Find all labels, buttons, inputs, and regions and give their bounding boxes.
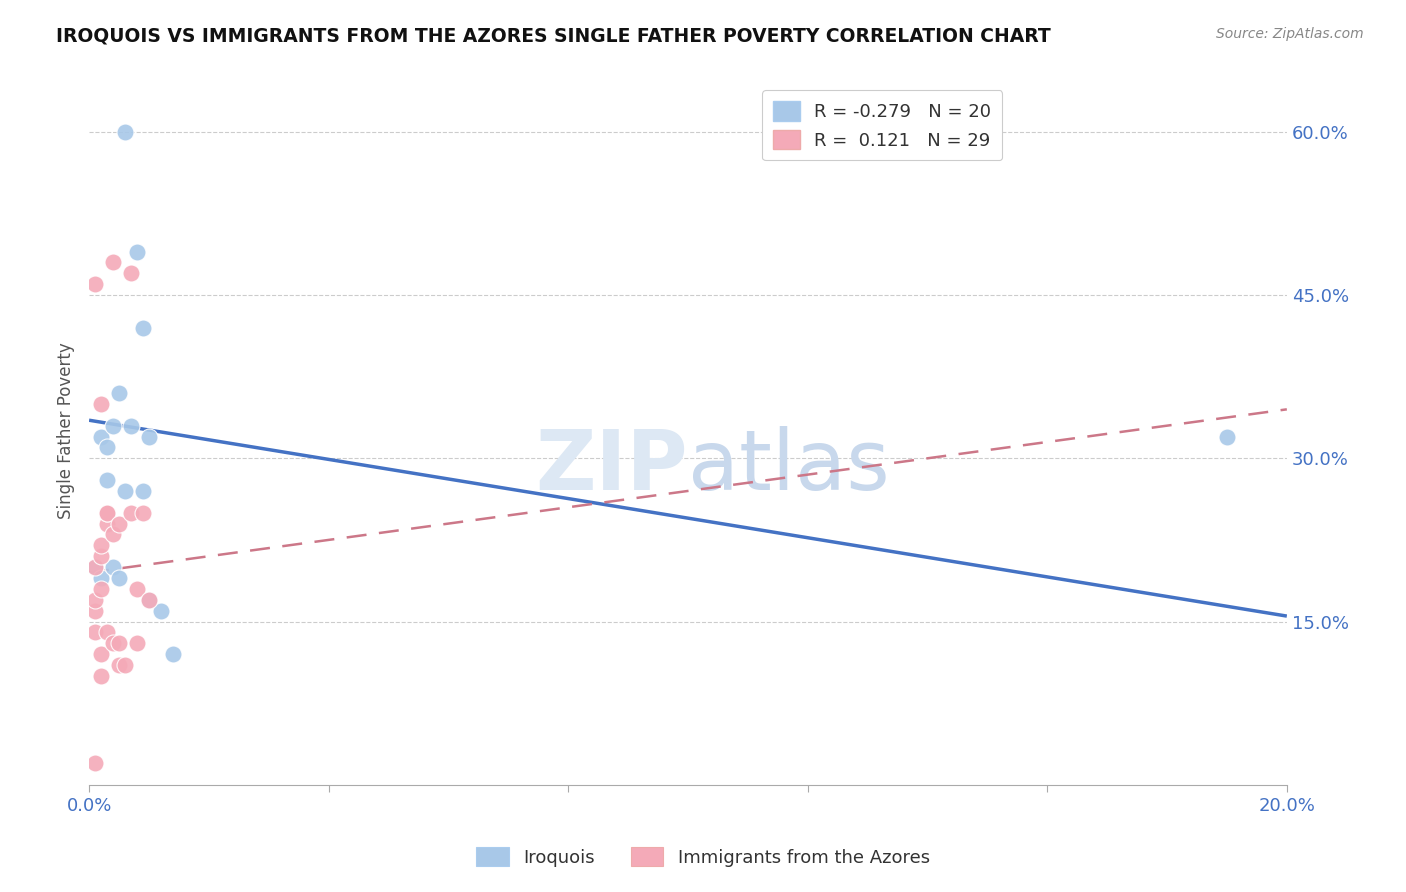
Point (96, 516, 118, 531)
Point (90, 397, 112, 411)
Point (96, 506, 118, 520)
Point (101, 527, 124, 541)
Text: IROQUOIS VS IMMIGRANTS FROM THE AZORES SINGLE FATHER POVERTY CORRELATION CHART: IROQUOIS VS IMMIGRANTS FROM THE AZORES S… (56, 27, 1052, 45)
Point (149, 604, 172, 618)
Point (120, 266, 142, 280)
Point (101, 560, 124, 574)
Point (84, 592, 107, 607)
Y-axis label: Single Father Poverty: Single Father Poverty (58, 343, 75, 519)
Point (138, 429, 160, 443)
Legend: Iroquois, Immigrants from the Azores: Iroquois, Immigrants from the Azores (470, 840, 936, 874)
Point (132, 320, 155, 334)
Text: atlas: atlas (688, 426, 890, 507)
Text: ZIP: ZIP (536, 426, 688, 507)
Point (125, 636, 148, 650)
Point (84, 560, 107, 574)
Point (90, 429, 112, 443)
Point (132, 506, 155, 520)
Point (96, 441, 118, 455)
Point (101, 418, 124, 433)
Point (101, 636, 124, 650)
Point (96, 473, 118, 487)
Point (108, 658, 131, 673)
Point (90, 582, 112, 596)
Point (1216, 429, 1239, 443)
Point (108, 636, 131, 650)
Legend: R = -0.279   N = 20, R =  0.121   N = 29: R = -0.279 N = 20, R = 0.121 N = 29 (762, 90, 1002, 161)
Point (84, 625, 107, 640)
Point (114, 658, 136, 673)
Point (84, 277, 107, 292)
Point (120, 506, 142, 520)
Text: Source: ZipAtlas.com: Source: ZipAtlas.com (1216, 27, 1364, 41)
Point (125, 244, 148, 259)
Point (90, 549, 112, 564)
Point (120, 418, 142, 433)
Point (162, 647, 184, 661)
Point (84, 604, 107, 618)
Point (90, 669, 112, 683)
Point (90, 538, 112, 552)
Point (125, 582, 148, 596)
Point (101, 255, 124, 269)
Point (108, 516, 131, 531)
Point (108, 571, 131, 585)
Point (84, 756, 107, 770)
Point (90, 647, 112, 661)
Point (114, 125, 136, 139)
Point (90, 571, 112, 585)
Point (96, 506, 118, 520)
Point (84, 560, 107, 574)
Point (108, 386, 131, 401)
Point (96, 625, 118, 640)
Point (132, 483, 155, 498)
Point (114, 483, 136, 498)
Point (138, 592, 160, 607)
Point (138, 592, 160, 607)
